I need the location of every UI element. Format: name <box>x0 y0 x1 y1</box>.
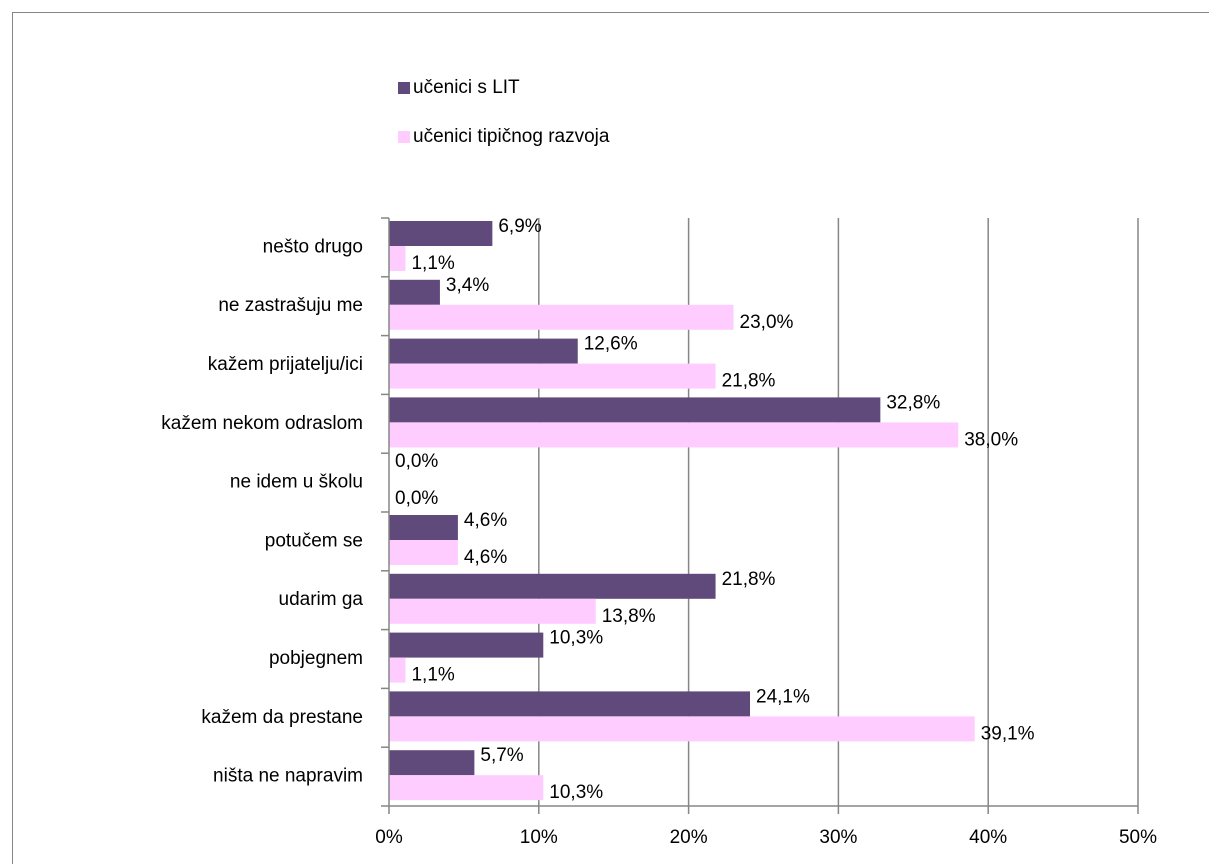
bar <box>389 750 475 776</box>
value-label: 10,3% <box>549 628 603 649</box>
value-label: 39,1% <box>981 723 1035 744</box>
value-label: 4,6% <box>464 510 507 531</box>
bar <box>389 279 440 305</box>
bar <box>389 338 578 364</box>
bar <box>389 540 458 565</box>
x-tick-label: 50% <box>1119 827 1157 848</box>
x-tick-label: 40% <box>969 827 1007 848</box>
x-tick-label: 10% <box>520 827 558 848</box>
bar <box>389 515 458 540</box>
value-label: 1,1% <box>411 665 454 686</box>
y-tick-label: pobjegnem <box>269 648 363 669</box>
y-tick-label: kažem nekom odraslom <box>161 413 363 434</box>
value-label: 21,8% <box>722 371 776 392</box>
y-tick-label: kažem prijatelju/ici <box>208 354 363 375</box>
bar <box>389 632 544 658</box>
bar <box>389 397 881 423</box>
x-tick-label: 30% <box>819 827 857 848</box>
value-label: 3,4% <box>446 275 489 296</box>
y-tick-label: ne zastrašuju me <box>218 295 363 316</box>
legend-swatch <box>398 131 410 143</box>
x-tick-label: 0% <box>375 827 403 848</box>
y-tick-label: nešto drugo <box>263 236 363 257</box>
bar <box>389 775 544 801</box>
bar <box>389 691 751 717</box>
bar <box>389 657 406 683</box>
y-tick-label: ništa ne napravim <box>213 766 363 787</box>
y-tick-label: potučem se <box>265 530 363 551</box>
value-label: 38,0% <box>964 429 1018 450</box>
value-label: 23,0% <box>740 312 794 333</box>
value-label: 0,0% <box>395 488 438 509</box>
y-tick-label: kažem da prestane <box>201 707 363 728</box>
chart-frame <box>12 12 1209 864</box>
bar <box>389 246 406 271</box>
value-label: 12,6% <box>584 334 638 355</box>
value-label: 5,7% <box>480 745 523 766</box>
value-label: 21,8% <box>722 569 776 590</box>
legend-swatch <box>398 82 410 94</box>
value-label: 4,6% <box>464 547 507 568</box>
value-label: 0,0% <box>395 451 438 472</box>
x-tick-label: 20% <box>670 827 708 848</box>
y-tick-label: ne idem u školu <box>230 472 363 493</box>
bar <box>389 422 959 448</box>
legend-label: učenici tipičnog razvoja <box>413 126 610 147</box>
y-tick-label: udarim ga <box>279 589 364 610</box>
value-label: 13,8% <box>602 606 656 627</box>
value-label: 32,8% <box>886 392 940 413</box>
value-label: 24,1% <box>756 686 810 707</box>
value-label: 6,9% <box>498 216 541 237</box>
bar <box>389 363 716 389</box>
bar <box>389 598 596 624</box>
bar <box>389 304 734 330</box>
bar <box>389 573 716 599</box>
value-label: 1,1% <box>411 253 454 274</box>
bar <box>389 716 975 742</box>
value-label: 10,3% <box>549 782 603 803</box>
legend-label: učenici s LIT <box>413 77 520 98</box>
bar <box>389 221 493 246</box>
